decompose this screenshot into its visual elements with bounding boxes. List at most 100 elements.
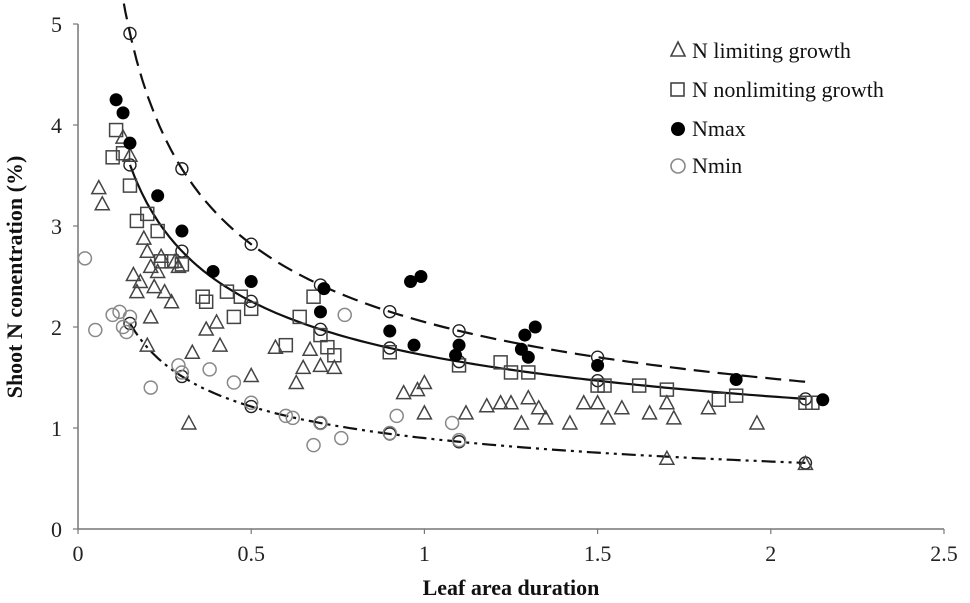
point-nmax	[521, 350, 535, 364]
point-nmax	[206, 264, 220, 278]
point-n-limiting-growth	[135, 229, 153, 245]
point-n-limiting-growth	[658, 449, 676, 466]
point-nmin	[171, 358, 186, 373]
point-n-limiting-growth	[658, 394, 676, 410]
point-n-limiting-growth	[180, 414, 198, 430]
point-n-nonlimiting-growth	[631, 378, 647, 393]
point-n-nonlimiting-growth	[728, 388, 744, 403]
trendline-fit-marker	[244, 294, 258, 309]
point-n-nonlimiting-growth	[108, 122, 124, 138]
point-n-limiting-growth	[599, 409, 617, 425]
point-n-limiting-growth	[242, 366, 260, 383]
point-n-nonlimiting-growth	[226, 309, 242, 325]
point-nmin	[278, 408, 294, 424]
x-ticks: 0 0.5 1 1.5 2 2.5	[73, 529, 958, 566]
legend-item-nmin: Nmin	[670, 153, 742, 178]
point-n-nonlimiting-growth	[382, 345, 398, 360]
point-n-limiting-growth	[211, 336, 229, 352]
trendline-fit-marker	[175, 162, 189, 176]
point-n-limiting-growth	[502, 394, 520, 410]
point-nmax	[244, 275, 258, 289]
point-n-nonlimiting-growth	[278, 337, 294, 353]
point-nmin	[88, 322, 103, 338]
point-n-limiting-growth	[142, 308, 159, 324]
y-tick-label: 1	[51, 416, 62, 441]
point-n-limiting-growth	[125, 265, 142, 282]
trendline-fit-marker	[244, 237, 258, 251]
point-n-limiting-growth	[700, 399, 717, 415]
point-n-limiting-growth	[395, 384, 412, 400]
trendline-fit-marker	[123, 26, 137, 41]
point-nmin	[389, 408, 404, 424]
point-nmin	[122, 309, 138, 325]
trendline-fit-marker	[123, 316, 137, 331]
x-tick-label: 0	[73, 541, 84, 566]
point-nmax	[528, 320, 542, 334]
point-nmin	[243, 395, 259, 410]
point-n-limiting-growth	[457, 404, 475, 420]
point-n-limiting-growth	[613, 399, 631, 415]
axes	[77, 24, 944, 530]
point-n-limiting-growth	[478, 397, 496, 413]
point-n-limiting-growth	[561, 414, 579, 430]
point-n-limiting-growth	[156, 283, 173, 299]
trendline-nmax	[122, 0, 806, 383]
point-n-limiting-growth	[641, 404, 658, 420]
point-n-limiting-growth	[575, 394, 592, 410]
point-nmax	[414, 270, 428, 283]
trendline-nmin	[129, 322, 806, 464]
point-nmax	[109, 93, 123, 107]
trendline-fit-marker	[383, 304, 397, 319]
legend-label-nmax: Nmax	[692, 116, 746, 141]
point-n-nonlimiting-growth	[140, 206, 155, 222]
point-n-limiting-growth	[416, 373, 433, 390]
point-n-nonlimiting-growth	[306, 289, 321, 304]
point-nmin	[77, 251, 93, 266]
point-nmax	[313, 305, 327, 319]
y-tick-label: 2	[51, 315, 62, 340]
point-n-nonlimiting-growth	[153, 254, 169, 269]
point-n-nonlimiting-growth	[292, 309, 307, 325]
point-n-limiting-growth	[93, 195, 111, 211]
point-n-nonlimiting-growth	[327, 348, 342, 363]
point-n-limiting-growth	[416, 404, 433, 420]
point-n-limiting-growth	[520, 389, 537, 405]
trendlines	[122, 0, 813, 470]
legend-item-nmax: Nmax	[671, 116, 746, 141]
point-n-limiting-growth	[152, 247, 170, 264]
point-nmin	[334, 430, 349, 446]
y-ticks: 0 1 2 3 4 5	[51, 12, 78, 542]
legend: N limiting growth N nonlimiting growth N…	[669, 38, 884, 178]
point-nmin	[306, 437, 321, 453]
point-n-limiting-growth	[513, 414, 530, 430]
point-n-limiting-growth	[665, 409, 683, 425]
point-nmin	[105, 307, 120, 323]
point-n-nonlimiting-growth	[150, 223, 165, 239]
legend-open-circle-marker	[670, 158, 686, 174]
point-n-limiting-growth	[121, 146, 139, 163]
point-nmax	[816, 393, 830, 407]
point-nmax	[518, 328, 532, 342]
point-n-limiting-growth	[797, 454, 814, 471]
point-nmax	[116, 106, 130, 120]
point-n-nonlimiting-growth	[198, 294, 214, 309]
point-n-nonlimiting-growth	[105, 150, 120, 165]
point-nmin	[382, 425, 398, 441]
point-n-limiting-growth	[530, 399, 547, 415]
point-n-limiting-growth	[312, 356, 329, 373]
point-n-nonlimiting-growth	[195, 289, 210, 304]
point-nmax	[407, 338, 421, 352]
point-n-nonlimiting-growth	[493, 355, 508, 370]
legend-triangle-marker	[669, 40, 687, 57]
x-tick-label: 2	[765, 541, 776, 566]
point-n-nonlimiting-growth	[503, 365, 519, 380]
legend-item-n-nonlimiting: N nonlimiting growth	[670, 77, 884, 102]
point-n-nonlimiting-growth	[164, 254, 179, 269]
trendline-n-nonlimiting-growth	[128, 164, 806, 400]
legend-square-marker	[670, 82, 685, 97]
y-axis-title: Shoot N conentration (%)	[2, 156, 27, 399]
point-n-limiting-growth	[163, 293, 180, 309]
point-n-nonlimiting-growth	[219, 284, 235, 299]
point-n-nonlimiting-growth	[521, 365, 536, 380]
